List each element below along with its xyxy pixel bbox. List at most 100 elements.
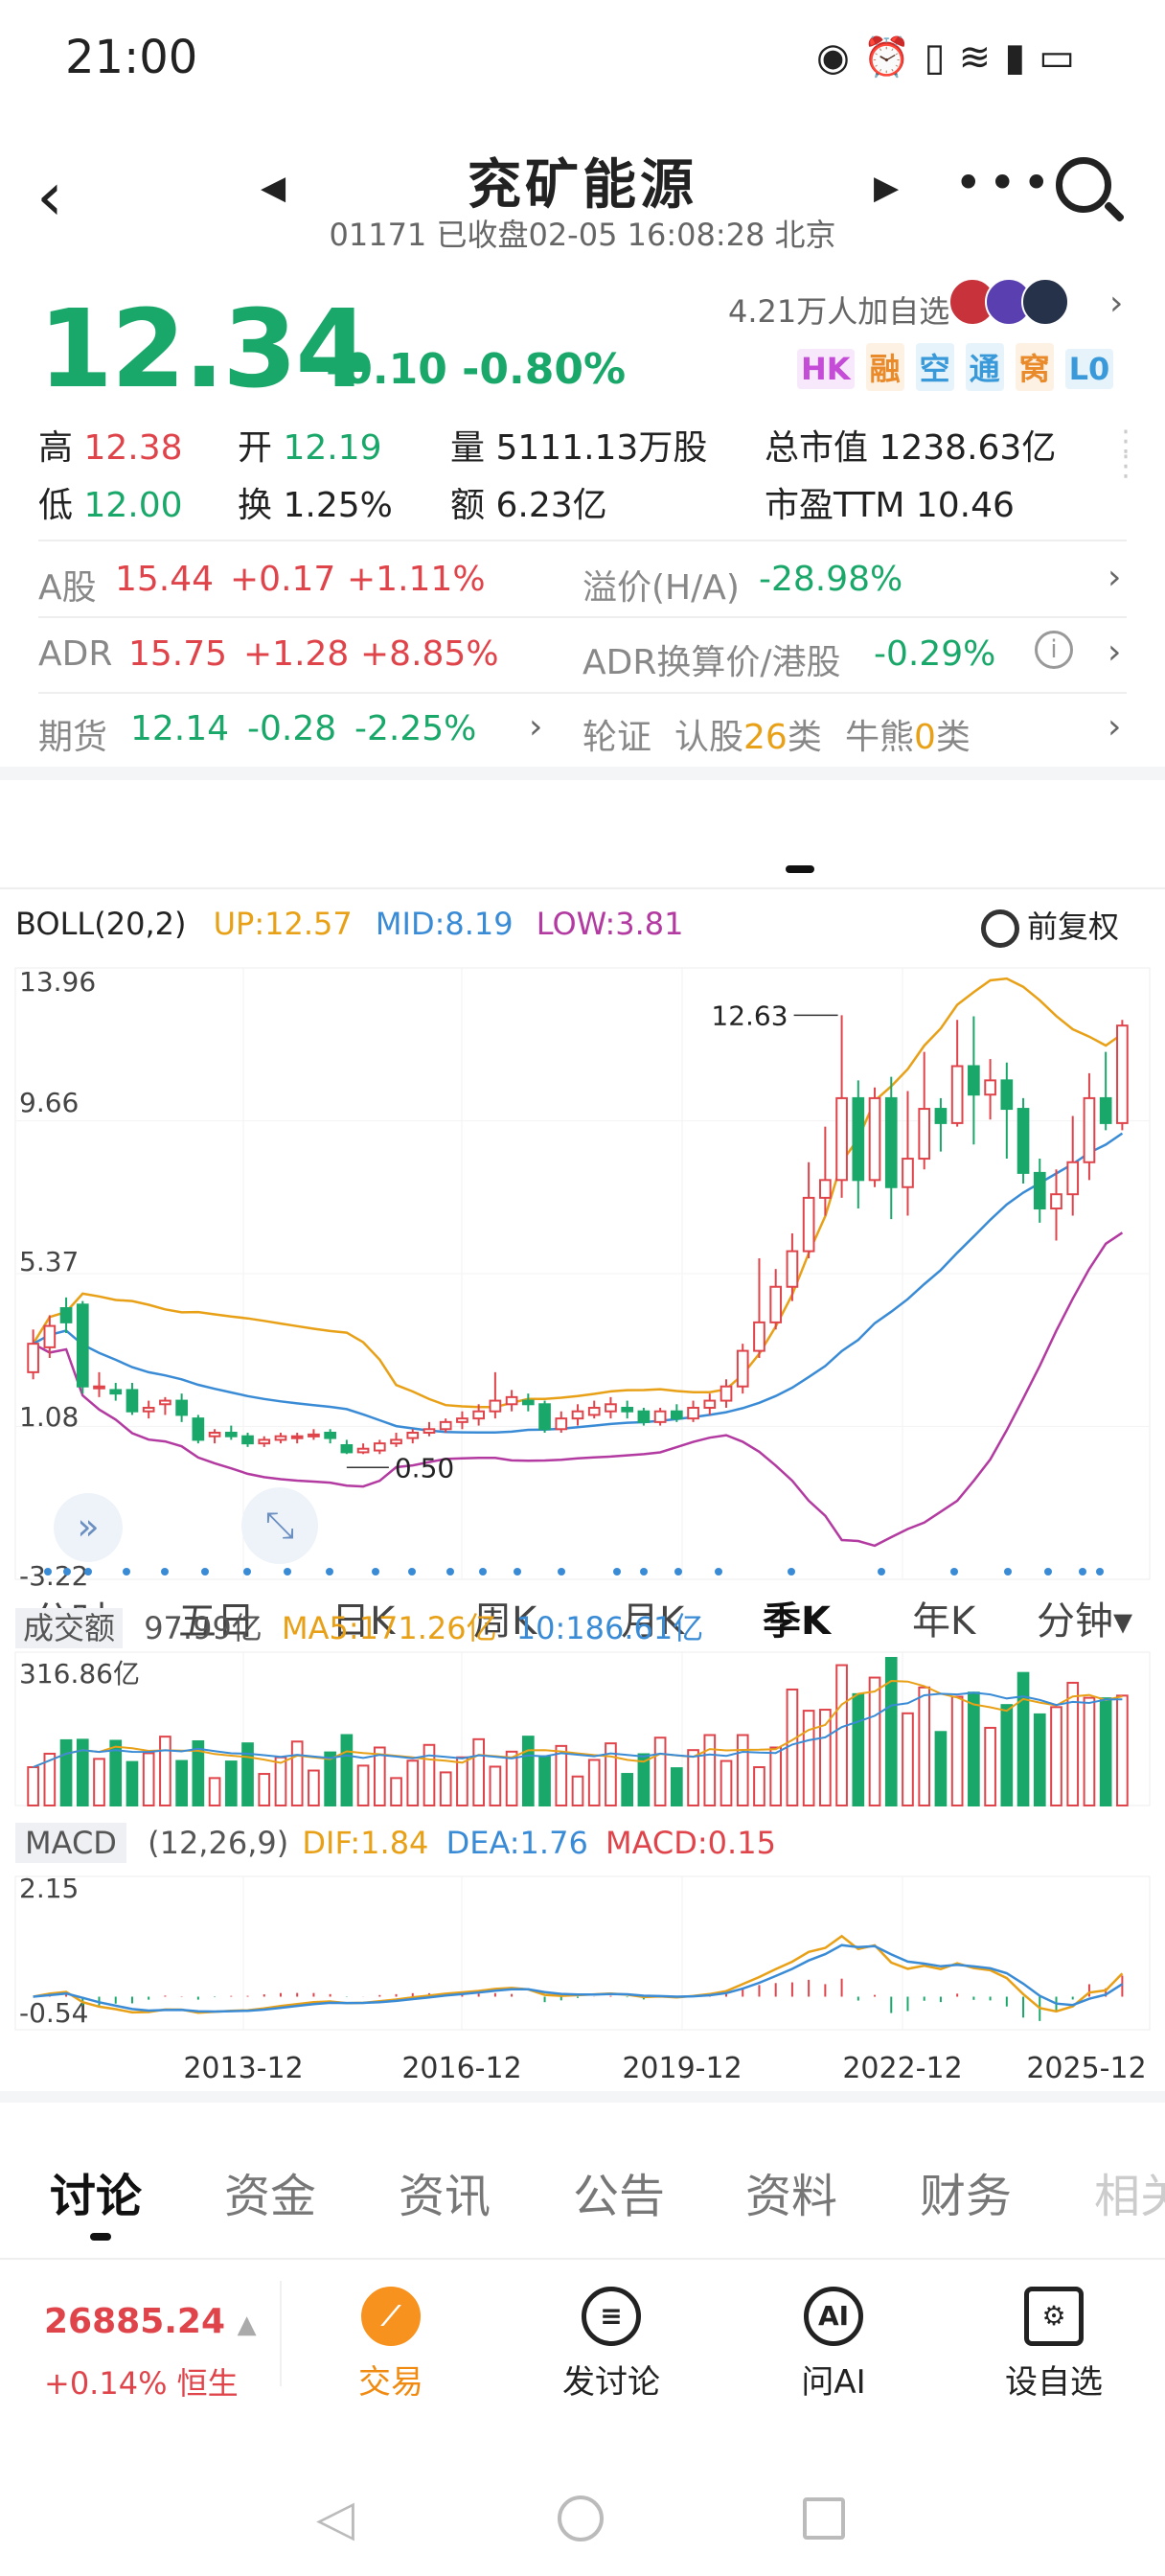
divider — [38, 540, 1127, 541]
clock: 21:00 — [65, 31, 198, 84]
a-share-row[interactable]: A股 15.44 +0.17 +1.11% 溢价(H/A) -28.98% › — [38, 558, 1122, 608]
event-dot — [514, 1568, 521, 1576]
adjust-button[interactable]: 前复权 — [981, 903, 1119, 948]
trade-button[interactable]: ⟋ 交易 — [314, 2287, 468, 2403]
nav-recents-icon[interactable] — [803, 2497, 845, 2540]
candle-body — [324, 1431, 336, 1439]
event-dot — [640, 1568, 648, 1576]
candle-body — [555, 1417, 568, 1431]
chevron-right-icon[interactable]: › — [1109, 284, 1124, 323]
volume-bar — [555, 1744, 568, 1806]
tab-financials[interactable]: 财务 — [920, 2170, 1013, 2223]
candle-body — [505, 1395, 518, 1406]
fullscreen-icon[interactable]: ⤡ — [241, 1487, 318, 1564]
next-stock-icon[interactable]: ▶ — [874, 169, 900, 207]
tab-profile[interactable]: 资料 — [745, 2170, 838, 2223]
chevron-right-icon[interactable]: › — [529, 707, 543, 747]
expand-right-icon[interactable]: » — [54, 1493, 123, 1562]
info-icon[interactable]: i — [1035, 631, 1073, 669]
turnover-value: 1.25% — [283, 486, 393, 525]
candle-body — [290, 1435, 304, 1439]
pe-value: 10.46 — [915, 486, 1015, 525]
volume-bar — [984, 1726, 996, 1807]
event-dot — [479, 1568, 487, 1576]
tab-funds[interactable]: 资金 — [224, 2170, 317, 2223]
discuss-icon: ≡ — [582, 2287, 641, 2346]
candle-body — [605, 1403, 617, 1413]
tab-announcements[interactable]: 公告 — [573, 2170, 666, 2223]
candle-body — [456, 1417, 468, 1423]
candle-body — [653, 1410, 667, 1423]
tab-related[interactable]: 相关 — [1094, 2170, 1165, 2223]
ask-ai-button[interactable]: AI 问AI — [757, 2287, 910, 2403]
boll-mid-line — [33, 1132, 1124, 1435]
tab-5day[interactable]: 五日 — [178, 1599, 255, 1644]
candle-body — [538, 1403, 551, 1431]
volume-bar — [968, 1691, 980, 1806]
add-watchlist-button[interactable]: ⚙ 设自选 — [977, 2287, 1131, 2403]
volume-bar — [934, 1731, 948, 1806]
price-axis-label: 13.96 — [19, 966, 96, 998]
volume-bar — [637, 1753, 651, 1806]
trade-icon: ⟋ — [361, 2287, 421, 2346]
post-discussion-button[interactable]: ≡ 发讨论 — [535, 2287, 688, 2403]
macd-value: MACD:0.15 — [605, 1825, 776, 1861]
tab-quarterly[interactable]: 季K — [763, 1599, 831, 1644]
more-icon[interactable]: ••• — [954, 155, 1057, 211]
volume-bar — [720, 1760, 733, 1806]
tag-hk[interactable]: HK — [797, 349, 855, 389]
event-dot — [372, 1568, 379, 1576]
kline-chart[interactable]: 13.96 9.66 5.37 1.08 -3.22 12.63 0.50 316.86亿 2.… — [0, 0, 1165, 2128]
followers-count[interactable]: 4.21万人加自选 — [728, 293, 950, 330]
price-axis-label: 5.37 — [19, 1246, 79, 1277]
tab-news[interactable]: 资讯 — [399, 2170, 491, 2223]
tab-daily[interactable]: 日K — [331, 1599, 396, 1644]
volume-bar — [208, 1777, 221, 1807]
prev-stock-icon[interactable]: ◀ — [261, 169, 286, 207]
volume-bar — [109, 1739, 123, 1807]
adr-row[interactable]: ADR 15.75 +1.28 +8.85% ADR换算价/港股 -0.29% … — [38, 631, 1122, 682]
candle-body — [637, 1410, 651, 1423]
candle-body — [489, 1399, 502, 1413]
stock-status: 01171 已收盘02-05 16:08:28 北京 — [329, 217, 836, 253]
candle-body — [192, 1417, 205, 1441]
futures-row[interactable]: 期货 12.14 -0.28 -2.25% › 轮证 认股26类 牛熊0类 › — [38, 707, 1122, 757]
volume-bar — [373, 1746, 386, 1807]
event-dot — [715, 1568, 722, 1576]
chevron-right-icon[interactable]: › — [1108, 558, 1122, 597]
event-dot — [161, 1568, 169, 1576]
back-icon[interactable]: ‹ — [36, 157, 63, 236]
tab-minute[interactable]: 分钟▾ — [1037, 1599, 1133, 1644]
tag-margin[interactable]: 融 — [865, 343, 904, 391]
hsi-value[interactable]: 26885.24 ▲ — [44, 2302, 257, 2341]
volume-bar — [76, 1738, 89, 1807]
chevron-right-icon[interactable]: › — [1108, 632, 1122, 672]
macd-label[interactable]: MACD — [15, 1823, 126, 1863]
tab-yearly[interactable]: 年K — [912, 1599, 976, 1644]
volume-label[interactable]: 成交额 — [15, 1608, 124, 1648]
tab-monthly[interactable]: 月K — [621, 1599, 685, 1644]
hsi-change[interactable]: +0.14% 恒生 — [44, 2365, 239, 2402]
tag-short[interactable]: 空 — [915, 343, 954, 391]
chevron-right-icon[interactable]: › — [1108, 707, 1122, 747]
macd-dea-line — [33, 1944, 1124, 2013]
volume-value: 97.99亿 — [144, 1610, 263, 1646]
tag-nest[interactable]: 窝 — [1015, 343, 1054, 391]
volume-bar — [1050, 1706, 1062, 1807]
nav-home-icon[interactable] — [558, 2496, 604, 2542]
search-icon[interactable] — [1056, 157, 1111, 213]
boll-label[interactable]: BOLL(20,2) — [15, 906, 187, 942]
expand-dots-icon[interactable]: ⋮ ⋮ — [1111, 425, 1140, 483]
divider — [0, 887, 1165, 889]
candle-body — [852, 1096, 865, 1182]
follower-avatars[interactable] — [948, 278, 1069, 330]
tab-discussion[interactable]: 讨论 — [50, 2170, 143, 2223]
tab-weekly[interactable]: 周K — [473, 1599, 537, 1644]
nav-back-icon[interactable]: ◁ — [316, 2490, 354, 2547]
volume-ma5: MA5:171.26亿 — [281, 1610, 497, 1646]
tag-connect[interactable]: 通 — [965, 343, 1004, 391]
tag-level[interactable]: L0 — [1064, 349, 1114, 389]
volume-bar — [439, 1771, 452, 1807]
candle-body — [835, 1096, 848, 1182]
volume-bar — [918, 1686, 931, 1807]
